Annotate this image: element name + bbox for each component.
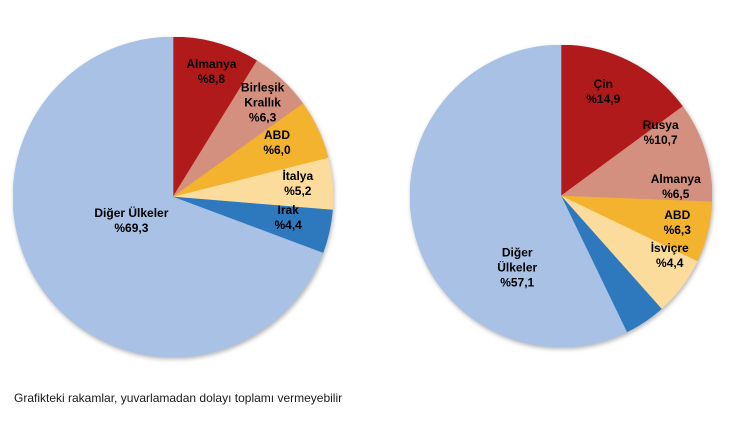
pie-slice xyxy=(410,45,628,347)
chart-footnote: Grafikteki rakamlar, yuvarlamadan dolayı… xyxy=(14,391,343,405)
pie-slice xyxy=(172,37,258,199)
pie-chart-left: Almanya %8,8 Birleşik Krallık %6,3 ABD %6,0 İt… xyxy=(13,37,333,357)
pie-slice xyxy=(13,37,324,357)
pie-slice xyxy=(560,45,684,197)
pie-chart-right: Çin %14,9 Rusya %10,7 Almanya %6,5 ABD %6,3 İsvi… xyxy=(410,45,712,347)
pie-slice xyxy=(560,106,712,203)
pie-svg xyxy=(13,37,333,357)
pie-svg xyxy=(410,45,712,347)
